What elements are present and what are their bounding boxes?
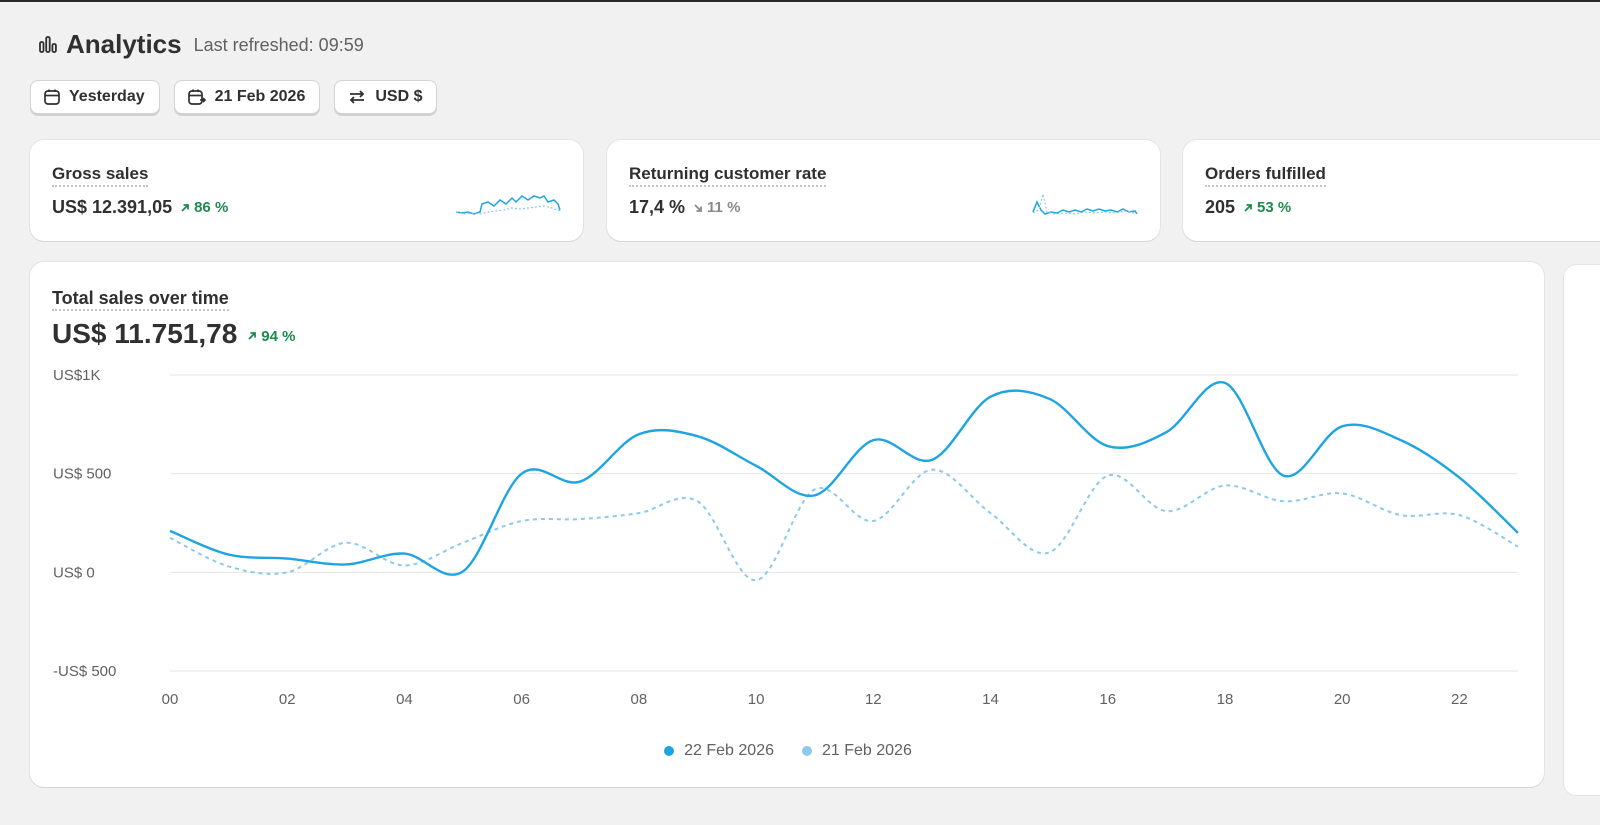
page-header: Analytics Last refreshed: 09:59 bbox=[38, 28, 364, 60]
page-title: Analytics bbox=[66, 28, 182, 59]
calendar-icon bbox=[43, 88, 61, 106]
x-tick-label: 08 bbox=[631, 691, 648, 708]
last-refreshed-text: Last refreshed: 09:59 bbox=[193, 35, 364, 55]
x-tick-label: 16 bbox=[1099, 691, 1116, 708]
x-tick-label: 22 bbox=[1451, 691, 1468, 708]
legend-label-current: 22 Feb 2026 bbox=[684, 742, 774, 759]
compare-date-button[interactable]: 21 Feb 2026 bbox=[173, 80, 321, 114]
x-tick-label: 04 bbox=[396, 691, 413, 708]
x-tick-label: 02 bbox=[279, 691, 296, 708]
returning-rate-sparkline bbox=[1032, 193, 1138, 215]
x-tick-label: 18 bbox=[1217, 691, 1234, 708]
metric-delta-value: 86 % bbox=[194, 199, 229, 216]
currency-exchange-icon bbox=[347, 88, 367, 106]
next-card-edge bbox=[1564, 265, 1600, 795]
y-tick-label: US$1K bbox=[53, 367, 101, 384]
x-tick-label: 00 bbox=[162, 691, 179, 708]
metric-title: Orders fulfilled bbox=[1205, 164, 1326, 187]
date-range-label: Yesterday bbox=[69, 88, 145, 105]
metric-delta-badge: 53 % bbox=[1243, 199, 1291, 216]
chart-legend: 22 Feb 2026 21 Feb 2026 bbox=[30, 742, 1546, 760]
arrow-down-right-icon bbox=[694, 203, 702, 212]
filter-bar: Yesterday 21 Feb 2026 USD $ bbox=[30, 80, 438, 114]
metric-delta-value: 53 % bbox=[1257, 199, 1292, 216]
legend-dot-previous bbox=[802, 746, 812, 756]
x-tick-label: 10 bbox=[748, 691, 765, 708]
total-sales-value: US$ 11.751,78 bbox=[52, 318, 238, 349]
x-tick-label: 12 bbox=[865, 691, 882, 708]
analytics-bar-chart-icon bbox=[38, 34, 58, 54]
metric-delta-value: 11 % bbox=[707, 199, 741, 216]
legend-item-current[interactable]: 22 Feb 2026 bbox=[664, 742, 774, 760]
chart-title: Total sales over time bbox=[52, 288, 229, 311]
metric-title: Returning customer rate bbox=[629, 164, 827, 187]
gross-sales-card[interactable]: Gross sales US$ 12.391,05 86 % bbox=[30, 140, 583, 241]
metric-delta-badge: 11 % bbox=[693, 199, 740, 216]
total-sales-line-chart: US$1K US$ 500 US$ 0 -US$ 500 00 02 04 06 08 10 12 1… bbox=[53, 367, 1519, 708]
total-sales-delta-value: 94 % bbox=[261, 327, 296, 345]
y-tick-label: -US$ 500 bbox=[53, 663, 116, 680]
orders-fulfilled-card[interactable]: Orders fulfilled 205 53 % bbox=[1183, 140, 1600, 241]
total-sales-card: Total sales over time US$ 11.751,78 94 %… bbox=[30, 262, 1544, 787]
arrow-up-right-icon bbox=[248, 332, 257, 340]
metric-value: US$ 12.391,05 bbox=[52, 197, 173, 217]
arrow-up-right-icon bbox=[1244, 203, 1252, 212]
x-tick-label: 20 bbox=[1334, 691, 1351, 708]
calendar-compare-icon bbox=[187, 88, 207, 106]
metric-delta-badge: 86 % bbox=[180, 199, 228, 216]
series-line-previous bbox=[169, 468, 1519, 582]
gross-sales-sparkline bbox=[455, 195, 561, 215]
y-tick-label: US$ 0 bbox=[53, 564, 95, 581]
date-range-button[interactable]: Yesterday bbox=[30, 80, 160, 114]
metric-value: 17,4 % bbox=[629, 197, 686, 217]
x-tick-label: 06 bbox=[513, 691, 530, 708]
currency-label: USD $ bbox=[375, 88, 423, 105]
legend-label-previous: 21 Feb 2026 bbox=[822, 742, 912, 759]
series-line-current bbox=[169, 381, 1519, 576]
legend-item-previous[interactable]: 21 Feb 2026 bbox=[802, 742, 912, 760]
y-tick-label: US$ 500 bbox=[53, 466, 111, 483]
x-tick-label: 14 bbox=[982, 691, 999, 708]
arrow-up-right-icon bbox=[181, 203, 189, 212]
metric-title: Gross sales bbox=[52, 164, 149, 187]
metric-value: 205 bbox=[1205, 197, 1236, 217]
currency-button[interactable]: USD $ bbox=[334, 80, 438, 114]
returning-customer-rate-card[interactable]: Returning customer rate 17,4 % 11 % bbox=[607, 140, 1160, 241]
window-top-border bbox=[0, 0, 1600, 2]
legend-dot-current bbox=[664, 746, 675, 756]
compare-date-label: 21 Feb 2026 bbox=[214, 88, 306, 105]
total-sales-delta-badge: 94 % bbox=[247, 328, 295, 345]
